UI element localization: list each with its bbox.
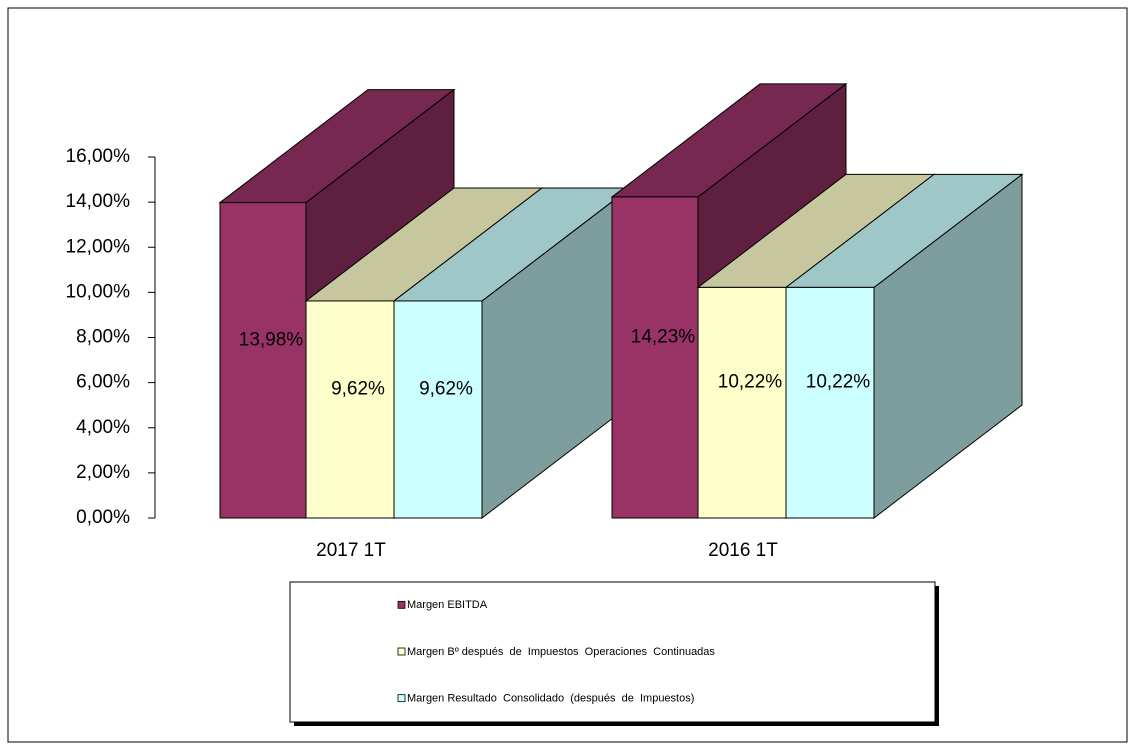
legend-swatch (397, 647, 406, 656)
value-label: 10,22% (718, 372, 783, 393)
y-tick-label: 16,00% (66, 146, 131, 167)
y-tick-label: 0,00% (76, 507, 130, 528)
y-tick-label: 10,00% (66, 281, 131, 302)
value-label: 9,62% (331, 378, 385, 399)
y-tick-label: 14,00% (66, 191, 131, 212)
y-tick-label: 4,00% (76, 417, 130, 438)
legend (289, 581, 936, 723)
legend-swatch (397, 600, 406, 609)
value-label: 10,22% (806, 372, 871, 393)
bar (392, 186, 632, 520)
legend-swatch (397, 694, 406, 703)
bar-front (305, 300, 395, 519)
x-tick-label: 2016 1T (708, 540, 778, 561)
value-label: 14,23% (631, 326, 696, 347)
legend-label: Margen Resultado Consolidado (después de… (407, 693, 694, 705)
legend-label: Margen EBITDA (407, 599, 488, 611)
legend-label: Margen Bº después de Impuestos Operacion… (407, 646, 715, 658)
y-tick-label: 12,00% (66, 236, 131, 257)
bar-front (611, 196, 699, 519)
y-tick-label: 6,00% (76, 372, 130, 393)
bar (784, 173, 1024, 520)
y-tick-label: 2,00% (76, 462, 130, 483)
x-tick-label: 2017 1T (316, 540, 386, 561)
bar-front (219, 202, 307, 519)
y-tick-label: 8,00% (76, 327, 130, 348)
value-label: 13,98% (239, 329, 304, 350)
value-label: 9,62% (419, 378, 473, 399)
bar-front (393, 300, 483, 519)
bar-front (785, 286, 875, 519)
bar-front (697, 286, 787, 519)
